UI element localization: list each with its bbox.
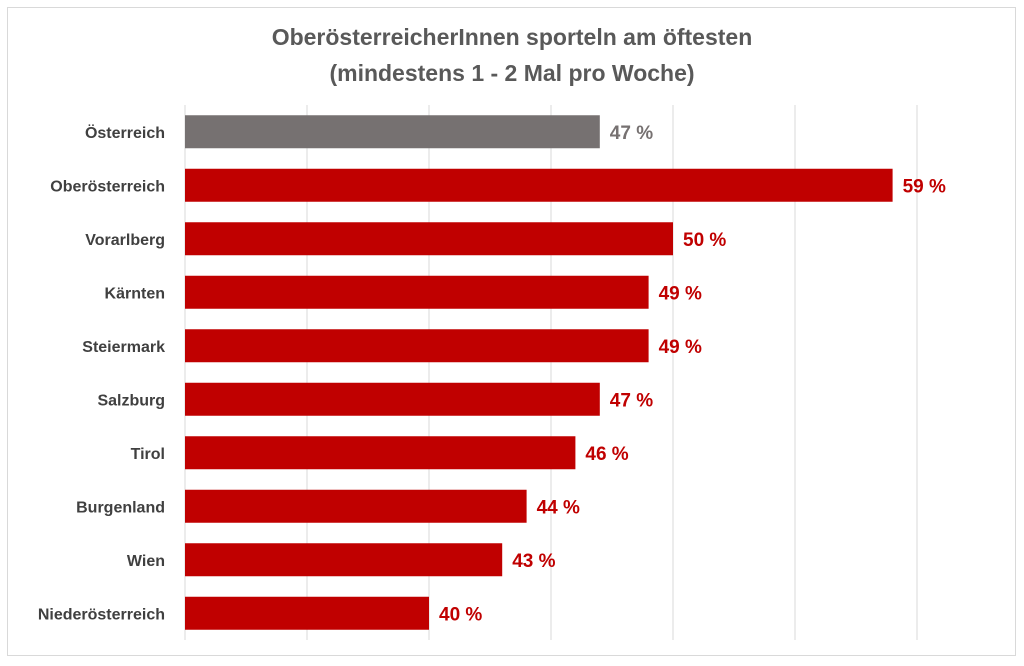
data-label: 50 %: [683, 230, 726, 251]
bar: [185, 436, 576, 470]
bar: [185, 543, 503, 577]
data-label: 49 %: [659, 337, 702, 358]
category-label: Oberösterreich: [50, 178, 165, 195]
bar: [185, 222, 673, 256]
data-label: 44 %: [537, 497, 580, 518]
category-label: Burgenland: [76, 499, 165, 516]
data-label: 47 %: [610, 123, 653, 144]
data-label: 49 %: [659, 283, 702, 304]
category-label: Tirol: [131, 446, 165, 463]
category-label: Österreich: [85, 123, 165, 142]
chart-subtitle: (mindestens 1 - 2 Mal pro Woche): [329, 60, 695, 86]
data-label: 40 %: [439, 604, 482, 625]
bar: [185, 382, 600, 416]
data-label: 46 %: [585, 444, 628, 465]
category-label: Wien: [127, 553, 165, 570]
category-label: Steiermark: [82, 339, 165, 356]
bar: [185, 115, 600, 149]
bar: [185, 329, 649, 363]
chart-title: OberösterreicherInnen sporteln am öftest…: [271, 24, 753, 50]
chart-frame: [7, 7, 1016, 656]
data-label: 43 %: [512, 551, 555, 572]
category-label: Niederösterreich: [38, 606, 165, 623]
bar: [185, 168, 893, 202]
data-label: 59 %: [903, 176, 946, 197]
category-label: Vorarlberg: [85, 232, 165, 249]
data-label: 47 %: [610, 390, 653, 411]
category-label: Salzburg: [97, 392, 165, 409]
bar: [185, 275, 649, 309]
category-label: Kärnten: [105, 285, 165, 302]
bar: [185, 596, 429, 630]
bar: [185, 489, 527, 523]
